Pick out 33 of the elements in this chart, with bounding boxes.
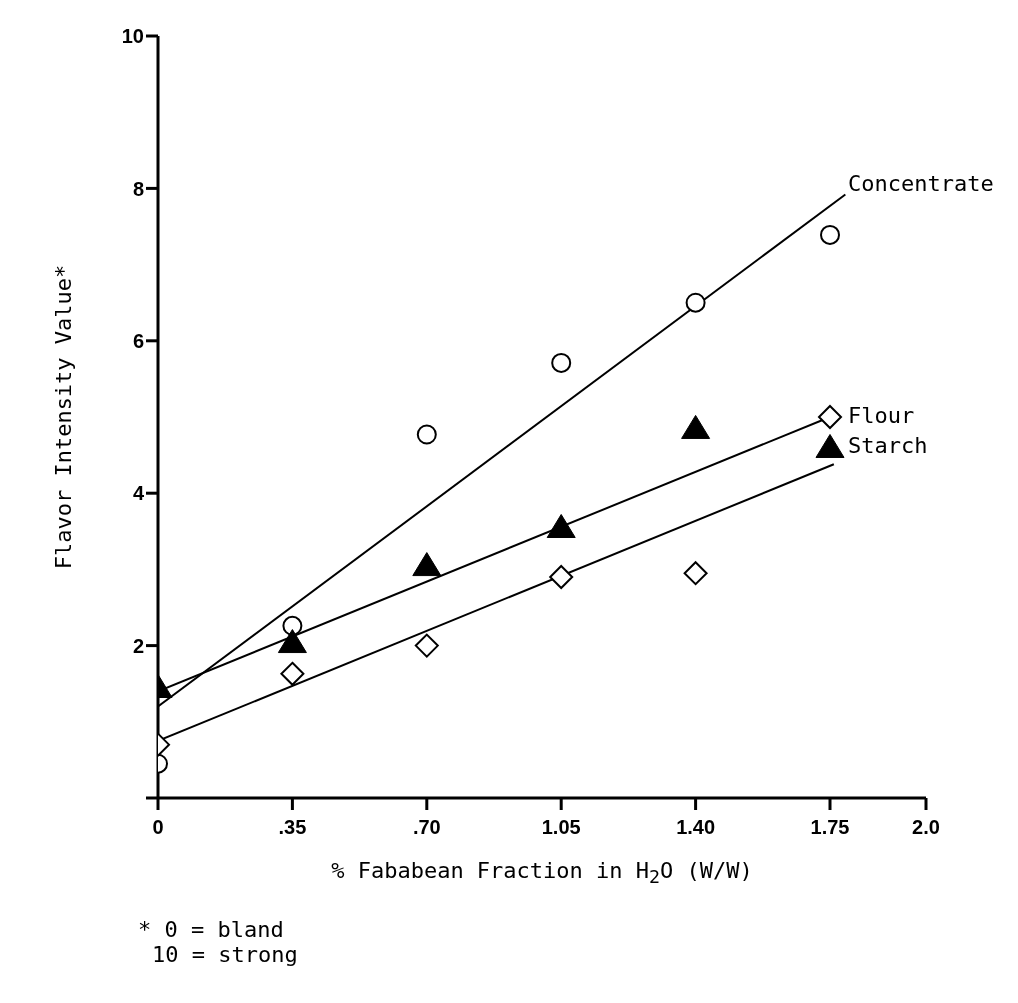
text: * 0 = bland: [138, 917, 285, 943]
x-tick-label: .70: [412, 816, 441, 838]
point: [683, 561, 708, 586]
x-tick-label: 1.40: [676, 816, 716, 838]
y-tick-label: 6: [132, 329, 144, 352]
point: [820, 224, 840, 245]
point: [280, 661, 305, 686]
x-tick-label: 0: [152, 816, 164, 838]
point: [549, 565, 574, 590]
x-axis-title: % Fababean Fraction in H$_{2}$O (W/W): [330, 858, 754, 888]
point: [277, 629, 307, 654]
y-tick-label: 8: [132, 177, 144, 200]
series-label: Starch: [848, 433, 928, 459]
y-axis-title: Flavor Intensity Value*: [50, 264, 76, 570]
point: [412, 552, 442, 577]
point: [416, 424, 437, 445]
point: [546, 513, 576, 538]
point: [681, 414, 711, 439]
x-tick-label: 1.75: [810, 816, 850, 838]
point: [815, 433, 845, 458]
y-tick-label: 10: [121, 25, 144, 48]
point: [685, 292, 706, 313]
y-tick-label: 2: [132, 634, 144, 657]
x-tick-label: .35: [278, 816, 307, 838]
point: [818, 405, 842, 429]
series-label: Concentrate: [848, 170, 994, 196]
point: [551, 352, 572, 373]
x-tick-label: 2.0: [912, 816, 940, 838]
series-label: Flour: [848, 403, 915, 428]
text: 10 = strong: [151, 942, 299, 968]
point: [414, 633, 439, 658]
x-tick-label: 1.05: [541, 816, 581, 838]
y-tick-label: 4: [132, 482, 145, 505]
